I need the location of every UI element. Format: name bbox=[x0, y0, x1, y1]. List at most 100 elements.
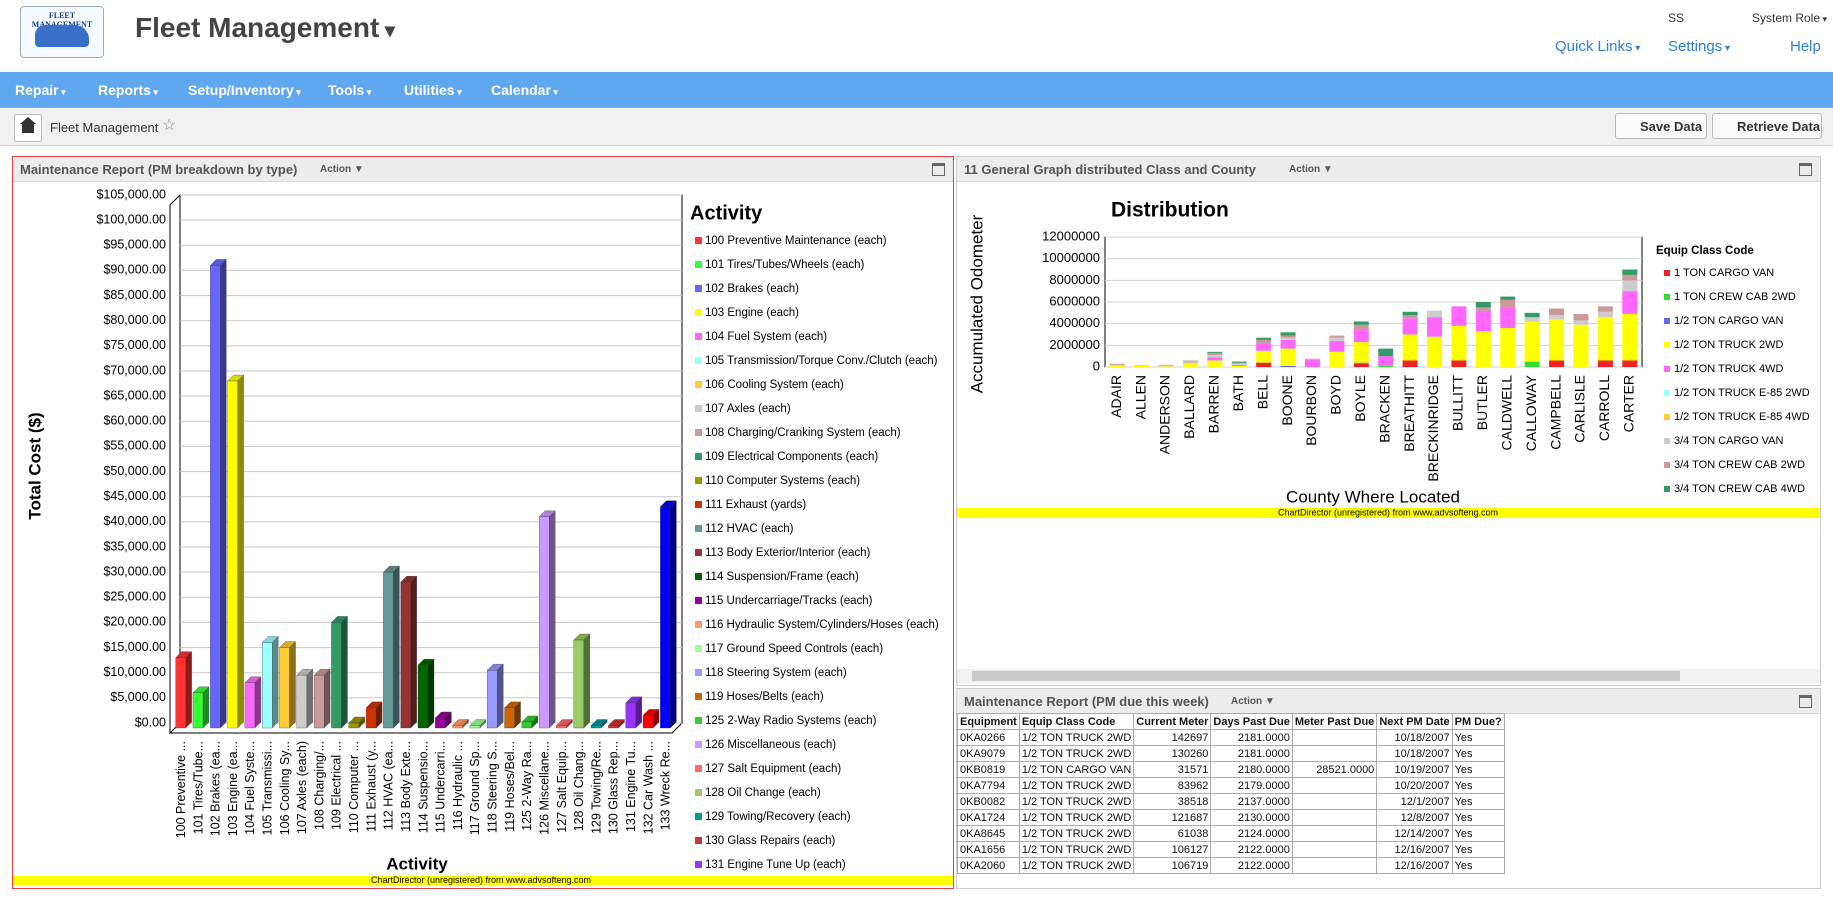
table-cell: 1/2 TON TRUCK 2WD bbox=[1018, 729, 1135, 746]
table-row[interactable]: 0KA9079 1/2 TON TRUCK 2WD 130260 2181.0000 1… bbox=[957, 745, 1505, 762]
quick-links[interactable]: Quick Links bbox=[1555, 38, 1640, 55]
table-cell: Yes bbox=[1451, 809, 1505, 826]
column-header[interactable]: PM Due? bbox=[1451, 713, 1505, 730]
table-cell: 0KB0082 bbox=[957, 793, 1020, 810]
panel: Maintenance Report (PM breakdown by type… bbox=[12, 156, 954, 889]
table-cell: 106127 bbox=[1133, 841, 1212, 858]
table-cell: 2179.0000 bbox=[1210, 777, 1293, 794]
table-cell: Yes bbox=[1451, 825, 1505, 842]
table-cell bbox=[1291, 793, 1378, 810]
table-cell: 12/8/2007 bbox=[1376, 809, 1453, 826]
table-row[interactable]: 0KA1724 1/2 TON TRUCK 2WD 121687 2130.0000 1… bbox=[957, 809, 1505, 826]
settings-link[interactable]: Settings bbox=[1668, 38, 1730, 55]
table-cell: 1/2 TON TRUCK 2WD bbox=[1018, 857, 1135, 874]
table-cell: 106719 bbox=[1133, 857, 1212, 874]
table-cell: Yes bbox=[1451, 761, 1505, 778]
pm-due-table: Equipment Equip Class Code Current Meter Da… bbox=[957, 713, 1505, 874]
table-cell: 121687 bbox=[1133, 809, 1212, 826]
column-header[interactable]: Meter Past Due bbox=[1291, 713, 1378, 730]
column-header[interactable]: Current Meter bbox=[1133, 713, 1212, 730]
table-cell bbox=[1291, 857, 1378, 874]
table-cell: 2124.0000 bbox=[1210, 825, 1293, 842]
maximize-button[interactable] bbox=[932, 163, 945, 176]
column-header[interactable]: Next PM Date bbox=[1376, 713, 1453, 730]
table-cell: 2122.0000 bbox=[1210, 841, 1293, 858]
breadcrumb-bar: Fleet Management ☆ Save Data Retrieve Da… bbox=[0, 109, 1833, 146]
scroll-thumb[interactable] bbox=[972, 671, 1680, 681]
help-link[interactable]: Help bbox=[1790, 38, 1821, 55]
table-cell: 1/2 TON TRUCK 2WD bbox=[1018, 745, 1135, 762]
table-row[interactable]: 0KB0819 1/2 TON CARGO VAN 31571 2180.0000 28… bbox=[957, 761, 1505, 778]
column-header[interactable]: Equip Class Code bbox=[1018, 713, 1135, 730]
table-cell: 31571 bbox=[1133, 761, 1212, 778]
action-menu[interactable]: Action bbox=[320, 164, 364, 175]
table-cell: 0KA7794 bbox=[957, 777, 1020, 794]
table-cell: Yes bbox=[1451, 857, 1505, 874]
table-row[interactable]: 0KB0082 1/2 TON TRUCK 2WD 38518 2137.0000 12… bbox=[957, 793, 1505, 810]
table-cell: Yes bbox=[1451, 793, 1505, 810]
menu-item[interactable]: Repair bbox=[15, 82, 66, 98]
table-row[interactable]: 0KA0266 1/2 TON TRUCK 2WD 142697 2181.0000 1… bbox=[957, 729, 1505, 746]
table-cell: 1/2 TON TRUCK 2WD bbox=[1018, 777, 1135, 794]
table-cell: 1/2 TON TRUCK 2WD bbox=[1018, 809, 1135, 826]
save-button[interactable]: Save Data bbox=[1615, 113, 1707, 139]
panel-header: Maintenance Report (PM due this week) Act… bbox=[957, 689, 1820, 714]
panel-header: 11 General Graph distributed Class and C… bbox=[957, 157, 1820, 182]
table-cell: Yes bbox=[1451, 729, 1505, 746]
panel-header: Maintenance Report (PM breakdown by type… bbox=[13, 157, 953, 182]
table-cell: Yes bbox=[1451, 841, 1505, 858]
table-cell: Yes bbox=[1451, 745, 1505, 762]
user-name[interactable]: SS bbox=[1668, 11, 1685, 25]
menu-item[interactable]: Calendar bbox=[491, 82, 558, 98]
table-body: 0KA0266 1/2 TON TRUCK 2WD 142697 2181.0000 1… bbox=[957, 729, 1505, 874]
maximize-button[interactable] bbox=[1799, 695, 1812, 708]
action-menu[interactable]: Action bbox=[1231, 696, 1275, 707]
table-row[interactable]: 0KA8645 1/2 TON TRUCK 2WD 61038 2124.0000 12… bbox=[957, 825, 1505, 842]
column-header[interactable]: Days Past Due bbox=[1210, 713, 1293, 730]
table-cell: 12/14/2007 bbox=[1376, 825, 1453, 842]
table-cell: 1/2 TON TRUCK 2WD bbox=[1018, 825, 1135, 842]
table-cell: 142697 bbox=[1133, 729, 1212, 746]
menu-item[interactable]: Setup/Inventory bbox=[188, 82, 301, 98]
table-cell: 0KA9079 bbox=[957, 745, 1020, 762]
table-cell: 2122.0000 bbox=[1210, 857, 1293, 874]
table-cell: 38518 bbox=[1133, 793, 1212, 810]
panel: 11 General Graph distributed Class and C… bbox=[956, 156, 1821, 686]
menu-item[interactable]: Reports bbox=[98, 82, 158, 98]
column-header[interactable]: Equipment bbox=[957, 713, 1020, 730]
panel-title: Maintenance Report (PM due this week) bbox=[964, 694, 1209, 709]
logo[interactable]: FLEET MANAGEMENT bbox=[20, 6, 104, 58]
table-cell bbox=[1291, 777, 1378, 794]
table-cell: 10/18/2007 bbox=[1376, 745, 1453, 762]
header-row: Equipment Equip Class Code Current Meter Da… bbox=[957, 713, 1505, 730]
icon bbox=[20, 117, 36, 124]
table-cell: 28521.0000 bbox=[1291, 761, 1378, 778]
breadcrumb[interactable]: Fleet Management bbox=[50, 120, 159, 135]
table-cell bbox=[1291, 841, 1378, 858]
panel-title: Maintenance Report (PM breakdown by type… bbox=[20, 162, 298, 177]
table-cell: 2181.0000 bbox=[1210, 729, 1293, 746]
retrieve-button[interactable]: Retrieve Data bbox=[1712, 113, 1822, 139]
table-cell: 0KA1724 bbox=[957, 809, 1020, 826]
action-menu[interactable]: Action bbox=[1289, 164, 1333, 175]
table-row[interactable]: 0KA7794 1/2 TON TRUCK 2WD 83962 2179.0000 10… bbox=[957, 777, 1505, 794]
user-role[interactable]: System Role bbox=[1752, 11, 1827, 25]
home-button[interactable] bbox=[14, 114, 42, 142]
table-cell: 0KA1656 bbox=[957, 841, 1020, 858]
table-cell bbox=[1291, 745, 1378, 762]
menu-item[interactable]: Tools bbox=[328, 82, 371, 98]
favorite-star[interactable]: ☆ bbox=[162, 117, 177, 134]
table-cell: Yes bbox=[1451, 777, 1505, 794]
logo-truck bbox=[35, 25, 89, 47]
maximize-button[interactable] bbox=[1799, 163, 1812, 176]
table-cell: 1/2 TON TRUCK 2WD bbox=[1018, 793, 1135, 810]
app-title[interactable]: Fleet Management bbox=[135, 12, 395, 44]
table-row[interactable]: 0KA2060 1/2 TON TRUCK 2WD 106719 2122.0000 1… bbox=[957, 857, 1505, 874]
table-cell: 1/2 TON TRUCK 2WD bbox=[1018, 841, 1135, 858]
table-row[interactable]: 0KA1656 1/2 TON TRUCK 2WD 106127 2122.0000 1… bbox=[957, 841, 1505, 858]
menu-item[interactable]: Utilities bbox=[404, 82, 462, 98]
table-cell: 10/19/2007 bbox=[1376, 761, 1453, 778]
scrollbar[interactable] bbox=[957, 669, 1820, 683]
table-cell: 1/2 TON CARGO VAN bbox=[1018, 761, 1135, 778]
